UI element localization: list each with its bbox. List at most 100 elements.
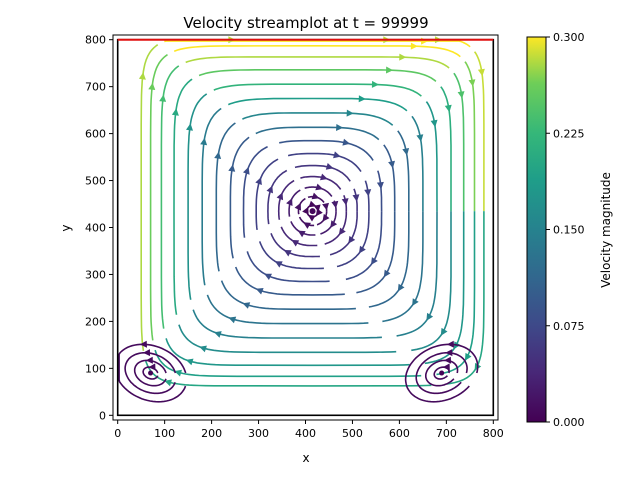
streamline <box>173 44 461 58</box>
streamline-arrow <box>359 245 366 254</box>
secondary-vortex-center <box>439 370 445 376</box>
secondary-vortex-center <box>148 370 154 376</box>
streamline <box>164 40 471 48</box>
streamline-arrow <box>346 109 354 117</box>
streamline-arrow <box>440 327 448 336</box>
streamline-arrow <box>274 261 283 268</box>
streamline-arrow <box>371 80 379 88</box>
streamline-arrow <box>402 148 410 156</box>
streamline-arrow <box>477 68 485 77</box>
secondary-vortex-streamline <box>415 352 468 395</box>
streamline <box>185 56 450 69</box>
streamline-arrow <box>430 119 438 128</box>
streamline-arrow <box>159 94 167 102</box>
streamline-arrow <box>468 79 476 87</box>
y-axis-label: y <box>59 224 73 231</box>
streamline-arrow <box>376 181 384 190</box>
streamline-arrow <box>199 345 207 353</box>
secondary-vortex-streamline <box>118 343 187 403</box>
secondary-vortex-arrow <box>143 349 151 357</box>
streamline-arrow <box>364 189 372 197</box>
streamline-arrow <box>307 214 316 222</box>
streamline-arrow <box>371 257 378 265</box>
streamline-arrow <box>255 288 264 295</box>
streamline-arrow <box>228 164 236 172</box>
streamline-arrow <box>315 183 324 191</box>
x-tick-label: 700 <box>436 427 457 440</box>
streamline-arrow <box>416 134 424 142</box>
streamline-arrow <box>138 72 146 80</box>
streamline-arrow <box>243 166 250 175</box>
streamline-arrow <box>397 283 405 292</box>
secondary-vortex-arrow <box>145 356 153 364</box>
streamline-arrow <box>313 204 321 212</box>
streamline-arrow <box>342 138 350 146</box>
streamline-arrow <box>264 273 272 280</box>
streamline <box>213 83 422 97</box>
streamline-arrow <box>331 200 339 209</box>
colorbar-label: Velocity magnitude <box>599 172 613 288</box>
secondary-vortex-arrow <box>148 363 156 371</box>
x-axis-label: x <box>302 451 309 465</box>
secondary-vortex-streamline <box>124 352 177 395</box>
streamline-arrow <box>444 104 452 113</box>
streamline-arrow <box>412 298 419 306</box>
streamline-arrow <box>338 227 346 236</box>
plot-background <box>113 35 498 420</box>
secondary-vortex-arrow <box>139 340 147 348</box>
colorbar-tick-label: 0.150 <box>553 224 585 237</box>
streamline-arrow <box>352 194 360 202</box>
x-tick-label: 300 <box>248 427 269 440</box>
streamline-arrow <box>325 163 334 170</box>
y-tick-label: 400 <box>85 222 106 235</box>
colorbar: 0.000 0.075 0.150 0.225 0.300 Velocity magni… <box>526 31 613 429</box>
streamline-arrow <box>302 206 309 215</box>
colorbar-tick-label: 0.000 <box>553 416 585 429</box>
x-tick-label: 500 <box>342 427 363 440</box>
streamline-arrow <box>291 239 300 247</box>
y-tick-label: 700 <box>85 81 106 94</box>
streamline-arrow <box>333 151 341 159</box>
streamline-arrow <box>242 302 251 309</box>
streamline-arrow <box>148 82 156 90</box>
streamline-arrow <box>322 213 330 222</box>
colorbar-tick-label: 0.225 <box>553 127 585 140</box>
vortex-center-point <box>309 208 316 215</box>
y-tick-label: 500 <box>85 175 106 188</box>
x-tick-label: 200 <box>201 427 222 440</box>
streamline-arrow <box>171 108 179 116</box>
x-axis: 0 100 200 300 400 500 600 700 800 <box>114 420 504 440</box>
streamline <box>198 69 437 83</box>
plot-area <box>112 34 499 421</box>
streamline-arrow <box>174 369 182 377</box>
streamline-arrow <box>266 185 273 194</box>
x-tick-label: 800 <box>483 427 504 440</box>
y-tick-label: 100 <box>85 362 106 375</box>
streamline-arrow <box>228 316 237 324</box>
streamline-arrow <box>426 312 434 321</box>
x-tick-label: 100 <box>154 427 175 440</box>
streamline-arrow <box>186 123 193 131</box>
colorbar-gradient <box>526 36 547 423</box>
streamline-arrow <box>276 192 284 201</box>
streamline-arrow <box>330 220 338 228</box>
streamline-arrow <box>214 151 222 159</box>
y-tick-label: 800 <box>85 34 106 47</box>
secondary-vortex-streamline <box>404 343 479 403</box>
streamline-arrow <box>297 230 306 238</box>
streamline-arrow <box>294 202 301 211</box>
x-tick-label: 0 <box>114 427 121 440</box>
streamline-arrow <box>386 66 394 74</box>
streamline-arrow <box>341 198 349 206</box>
streamline-arrow <box>283 250 292 257</box>
secondary-vortex-streamline <box>133 359 167 387</box>
colorbar-tick-label: 0.300 <box>553 31 585 44</box>
y-tick-label: 300 <box>85 268 106 281</box>
secondary-vortex-arrow <box>445 349 453 357</box>
streamline-arrow <box>410 42 418 50</box>
chart-title: Velocity streamplot at t = 99999 <box>183 14 428 32</box>
streamline-arrow <box>336 124 344 131</box>
y-tick-label: 0 <box>99 409 106 422</box>
streamline-arrow <box>214 331 222 338</box>
